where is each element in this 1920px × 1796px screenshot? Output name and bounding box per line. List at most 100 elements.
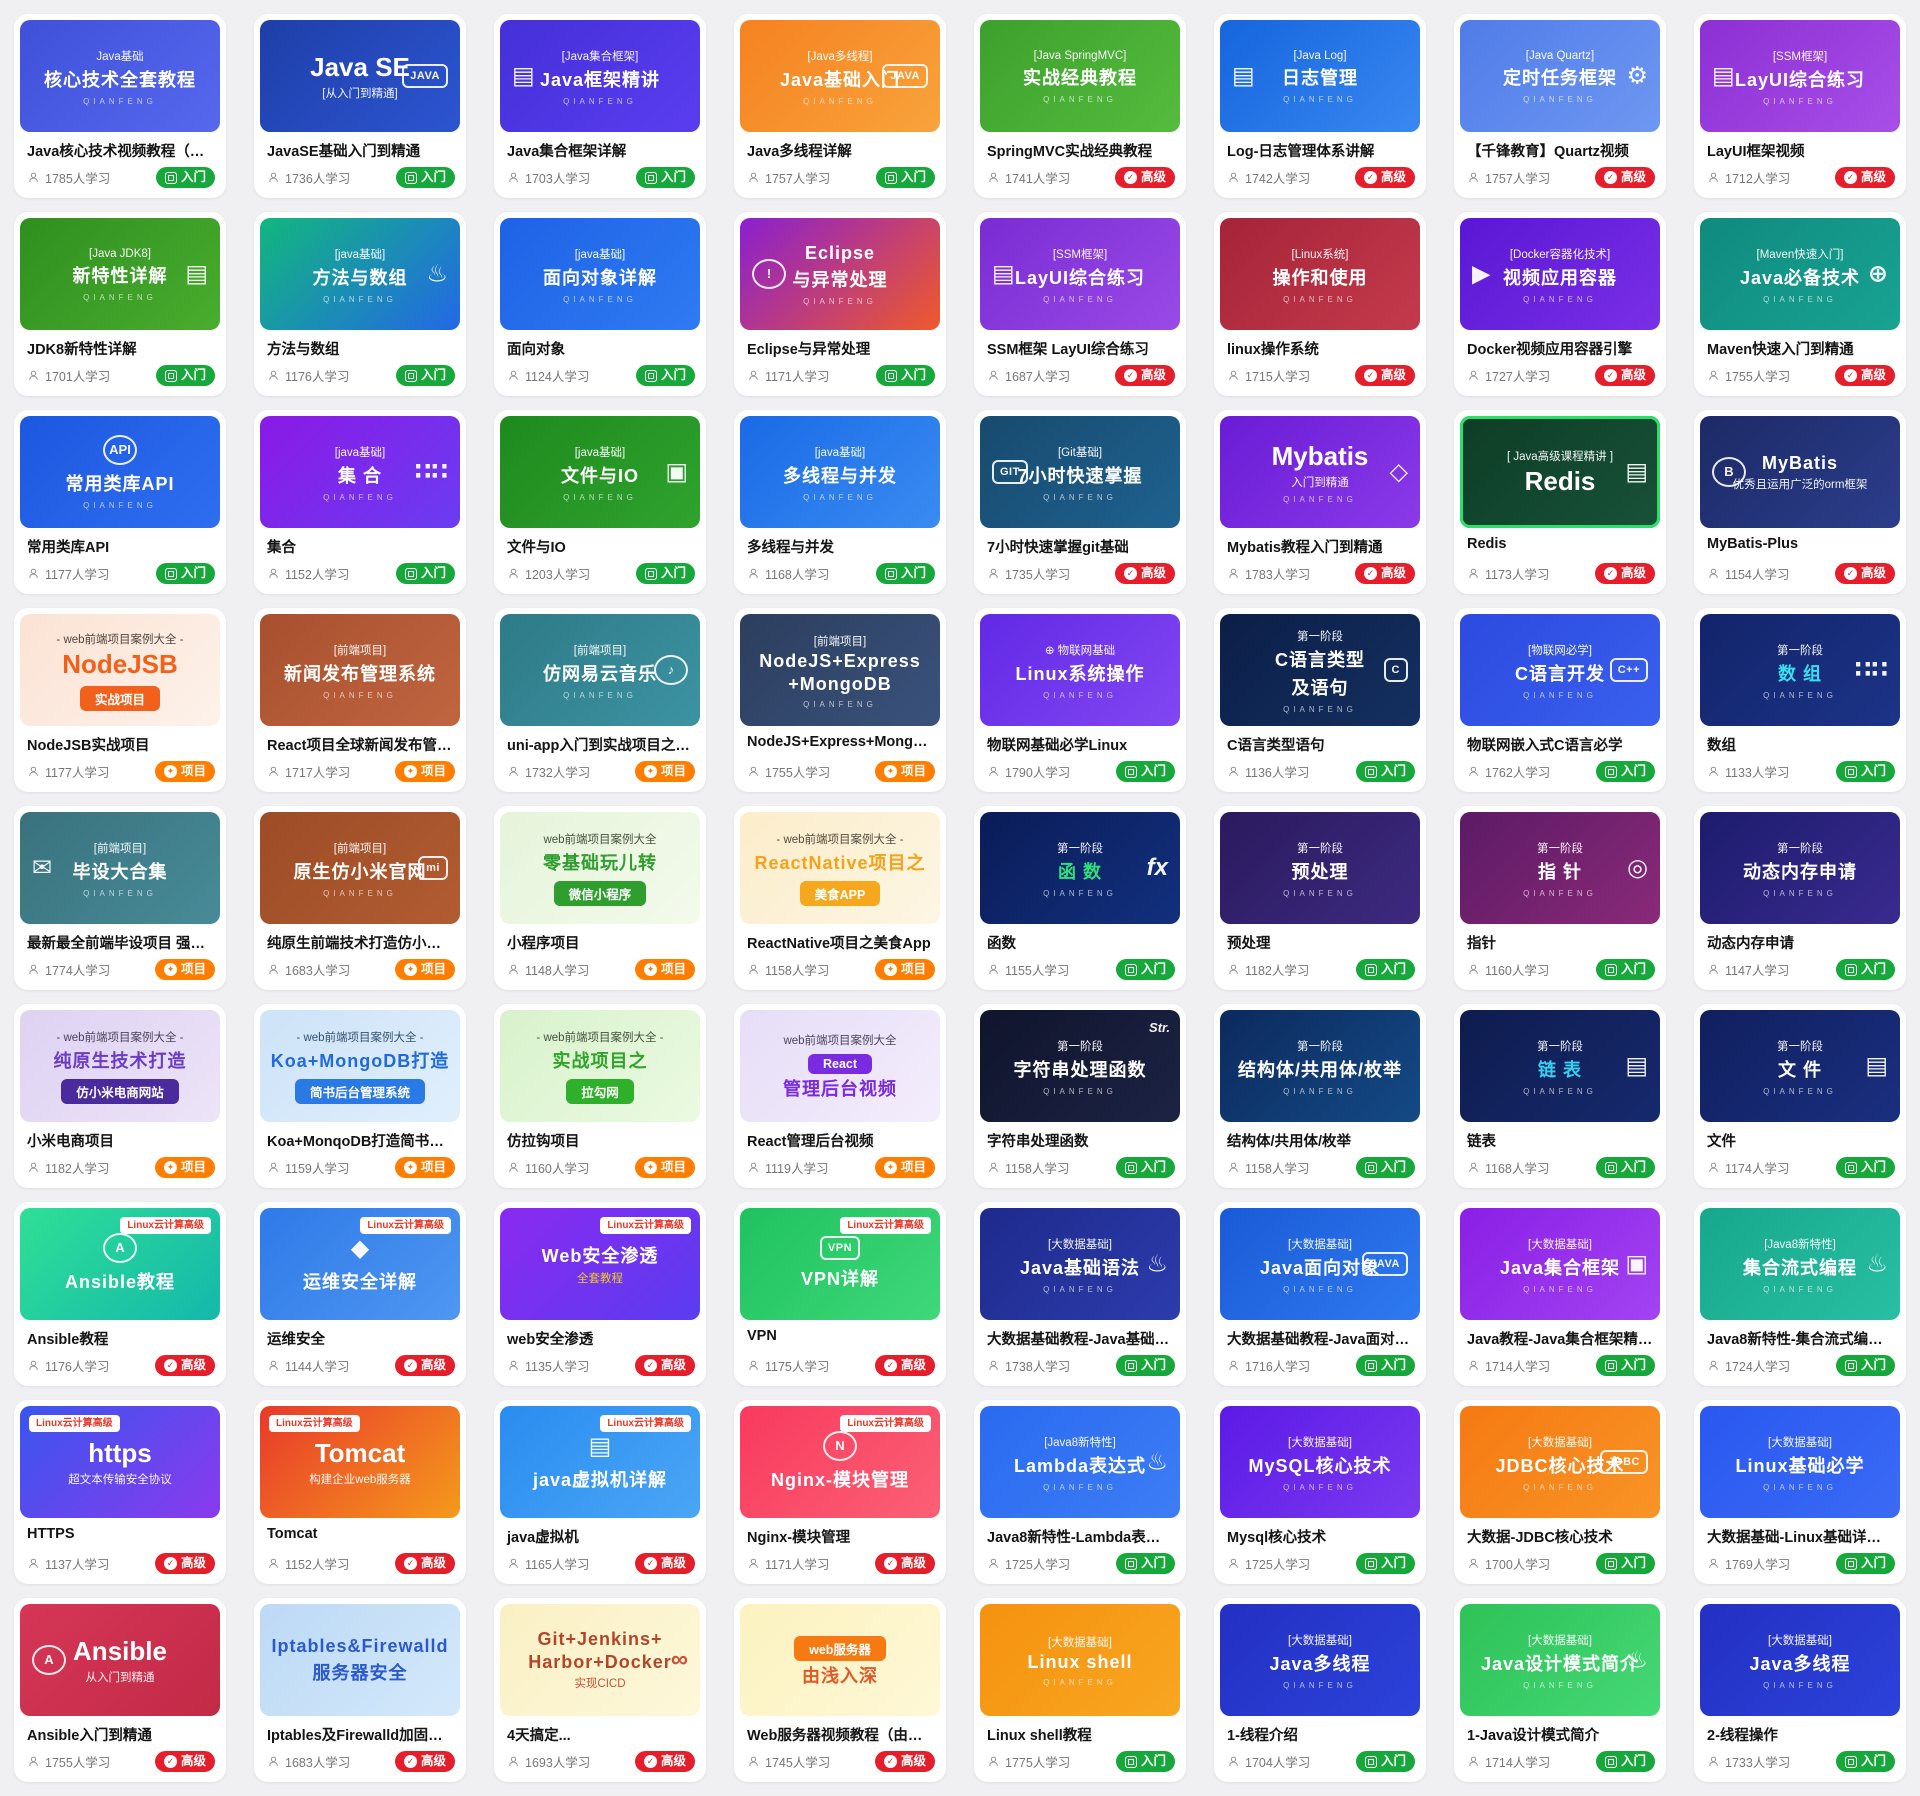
course-card[interactable]: [前端项目] NodeJS+Express +MongoDB QIANFENG Node…	[734, 608, 946, 792]
course-card[interactable]: [物联网必学] C语言开发 QIANFENG C++ 物联网嵌入式C语言必学 1762人学…	[1454, 608, 1666, 792]
course-card[interactable]: Mybatis 入门到精通 QIANFENG ◇ Mybatis教程入门到精通 1783人…	[1214, 410, 1426, 594]
course-card[interactable]: API 常用类库API QIANFENG 常用类库API 1177人学习 入门	[14, 410, 226, 594]
course-card[interactable]: [Git基础] 7小时快速掌握 QIANFENG GIT 7小时快速掌握git基础 173…	[974, 410, 1186, 594]
course-card[interactable]: [Java多线程] Java基础入门 QIANFENG JAVA Java多线程详解 17…	[734, 14, 946, 198]
course-card[interactable]: [Java8新特性] 集合流式编程 QIANFENG ♨ Java8新特性-集合流式编程…	[1694, 1202, 1906, 1386]
course-card[interactable]: [大数据基础] Linux shell QIANFENG Linux shell教程 1…	[974, 1598, 1186, 1782]
course-meta: 1745人学习 ✓ 高级	[734, 1747, 946, 1782]
course-card[interactable]: 第一阶段指 针 QIANFENG ◎ 指针 1160人学习 入门	[1454, 806, 1666, 990]
course-card[interactable]: Linux云计算高级 ▤ java虚拟机详解 java虚拟机 1165人学习 ✓ 高级	[494, 1400, 706, 1584]
course-card[interactable]: - web前端项目案例大全 - NodeJSB 实战项目 NodeJSB实战项目 117…	[14, 608, 226, 792]
course-card[interactable]: [SSM框架] LayUI综合练习 QIANFENG ▤ LayUI框架视频 1712人学…	[1694, 14, 1906, 198]
course-card[interactable]: 第一阶段文 件 QIANFENG ▤ 文件 1174人学习 入门	[1694, 1004, 1906, 1188]
course-card[interactable]: [java基础] 集 合 QIANFENG ∷∷ 集合 1152人学习 入门	[254, 410, 466, 594]
course-card[interactable]: Git+Jenkins+ Harbor+Docker 实现CICD ∞ 4天搞定... 1…	[494, 1598, 706, 1782]
course-card[interactable]: ⊕ 物联网基础 Linux系统操作 QIANFENG 物联网基础必学Linux 1790…	[974, 608, 1186, 792]
course-card[interactable]: - web前端项目案例大全 - 纯原生技术打造 仿小米电商网站 小米电商项目 1182人…	[14, 1004, 226, 1188]
course-card[interactable]: Linux云计算高级 https 超文本传输安全协议 HTTPS 1137人学习 ✓ 高级	[14, 1400, 226, 1584]
course-card[interactable]: [java基础] 面向对象详解 QIANFENG 面向对象 1124人学习 入门	[494, 212, 706, 396]
course-card[interactable]: [Java Log] 日志管理 QIANFENG ▤ Log-日志管理体系讲解 1742人…	[1214, 14, 1426, 198]
course-card[interactable]: Linux云计算高级 VPN VPN详解 VPN 1175人学习 ✓ 高级	[734, 1202, 946, 1386]
course-card[interactable]: 第一阶段 结构体/共用体/枚举 QIANFENG 结构体/共用体/枚举 1158人学习 入…	[1214, 1004, 1426, 1188]
course-title: NodeJSB实战项目	[27, 738, 150, 754]
course-card[interactable]: 第一阶段 C语言类型 及语句 QIANFENG C C语言类型语句 1136人学习 入门	[1214, 608, 1426, 792]
level-badge: ✓ 高级	[1114, 365, 1175, 386]
level-badge: ✦ 项目	[634, 761, 695, 782]
course-card[interactable]: [Java8新特性] Lambda表达式 QIANFENG ♨ Java8新特性-Lam…	[974, 1400, 1186, 1584]
check-circle-icon: ✓	[1363, 171, 1377, 184]
course-card[interactable]: Iptables&Firewalld 服务器安全 Iptables及Firewall…	[254, 1598, 466, 1782]
course-card[interactable]: [Linux系统] 操作和使用 QIANFENG linux操作系统 1715人学习 ✓ 高…	[1214, 212, 1426, 396]
person-icon	[507, 963, 520, 976]
course-card[interactable]: [Java JDK8] 新特性详解 QIANFENG ▤ JDK8新特性详解 1701人学…	[14, 212, 226, 396]
person-icon	[747, 369, 760, 382]
thumbnail-line: [java基础]	[814, 446, 866, 459]
course-card[interactable]: Linux云计算高级 Web安全渗透 全套教程 web安全渗透 1135人学习 ✓ 高级	[494, 1202, 706, 1386]
course-card[interactable]: [前端项目] 毕设大合集 QIANFENG ✉ 最新最全前端毕设项目 强烈建... 177…	[14, 806, 226, 990]
course-card[interactable]: [前端项目] 新闻发布管理系统 QIANFENG React项目全球新闻发布管理系统 1…	[254, 608, 466, 792]
thumbnail-line: 从入门到精通	[85, 1671, 155, 1684]
course-card[interactable]: [Java集合框架] Java框架精讲 QIANFENG ▤ Java集合框架详解 170…	[494, 14, 706, 198]
course-card[interactable]: Java SE [从入门到精通] JAVA JavaSE基础入门到精通 1736人学习 入…	[254, 14, 466, 198]
course-card[interactable]: Linux云计算高级 N Nginx-模块管理 Nginx-模块管理 1171人学习 ✓ 高…	[734, 1400, 946, 1584]
course-card[interactable]: MyBatis 优秀且运用广泛的orm框架 B MyBatis-Plus 1154人学习…	[1694, 410, 1906, 594]
course-card[interactable]: [大数据基础] Java多线程 QIANFENG 2-线程操作 1733人学习 入门	[1694, 1598, 1906, 1782]
course-card[interactable]: [java基础] 方法与数组 QIANFENG ♨ 方法与数组 1176人学习 入门	[254, 212, 466, 396]
course-card[interactable]: - web前端项目案例大全 - ReactNative项目之 美食APP ReactN…	[734, 806, 946, 990]
level-badge: 入门	[1595, 1553, 1655, 1574]
course-card[interactable]: [Maven快速入门] Java必备技术 QIANFENG ⊕ Maven快速入门到精通…	[1694, 212, 1906, 396]
course-card[interactable]: 第一阶段 动态内存申请 QIANFENG 动态内存申请 1147人学习 入门	[1694, 806, 1906, 990]
course-card[interactable]: [java基础] 文件与IO QIANFENG ▣ 文件与IO 1203人学习 入门	[494, 410, 706, 594]
thumbnail-line: 入门到精通	[1291, 477, 1349, 489]
level-badge-label: 入门	[1140, 962, 1166, 976]
course-card[interactable]: 第一阶段函 数 QIANFENG fx 函数 1155人学习 入门	[974, 806, 1186, 990]
course-card[interactable]: [前端项目] 仿网易云音乐 QIANFENG ♪ uni-app入门到实战项目之《仿..…	[494, 608, 706, 792]
course-card[interactable]: web服务器 由浅入深 Web服务器视频教程（由浅入... 1745人学习 ✓ 高级	[734, 1598, 946, 1782]
thumbnail-line: 视频应用容器	[1503, 267, 1617, 288]
course-card[interactable]: 第一阶段链 表 QIANFENG ▤ 链表 1168人学习 入门	[1454, 1004, 1666, 1188]
course-card[interactable]: [大数据基础] Java面向对象 QIANFENG JAVA 大数据基础教程-Java面…	[1214, 1202, 1426, 1386]
course-title: 1-Java设计模式简介	[1467, 1728, 1600, 1744]
course-card[interactable]: Eclipse 与异常处理 QIANFENG! Eclipse与异常处理 1171人学习…	[734, 212, 946, 396]
course-card[interactable]: - web前端项目案例大全 - Koa+MongoDB打造 简书后台管理系统 Koa+…	[254, 1004, 466, 1188]
course-card[interactable]: [大数据基础] Java集合框架 QIANFENG ▣ Java教程-Java集合框架精…	[1454, 1202, 1666, 1386]
book-icon	[1604, 765, 1617, 778]
course-card[interactable]: [Java SpringMVC] 实战经典教程 QIANFENG SpringMVC实…	[974, 14, 1186, 198]
course-card[interactable]: 第一阶段数 组 QIANFENG ∷∷ 数组 1133人学习 入门	[1694, 608, 1906, 792]
thumbnail-line: 管理后台视频	[783, 1078, 897, 1099]
level-badge-label: 入门	[1140, 1556, 1166, 1570]
course-title: 指针	[1467, 936, 1496, 952]
learner-count-text: 1144人学习	[285, 1360, 350, 1374]
learner-count-text: 1735人学习	[1005, 568, 1071, 582]
thumbnail-line: Git+Jenkins+	[537, 1629, 663, 1649]
course-card[interactable]: [ Java高级课程精讲 ] Redis ▤ Redis 1173人学习 ✓ 高级	[1454, 410, 1666, 594]
course-card[interactable]: [大数据基础] Java基础语法 QIANFENG ♨ 大数据基础教程-Java基础语法…	[974, 1202, 1186, 1386]
course-card[interactable]: Linux云计算高级 A Ansible教程 Ansible教程 1176人学习 ✓ 高级	[14, 1202, 226, 1386]
course-card[interactable]: Linux云计算高级 ◆ 运维安全详解 运维安全 1144人学习 ✓ 高级	[254, 1202, 466, 1386]
learner-count-text: 1725人学习	[1245, 1558, 1311, 1572]
course-card[interactable]: Java基础 核心技术全套教程 QIANFENG Java核心技术视频教程（全套） 17…	[14, 14, 226, 198]
course-card[interactable]: [Java Quartz] 定时任务框架 QIANFENG ⚙ 【千锋教育】Quartz…	[1454, 14, 1666, 198]
course-card[interactable]: [SSM框架] LayUI综合练习 QIANFENG ▤ SSM框架 LayUI综合练习…	[974, 212, 1186, 396]
course-card[interactable]: Linux云计算高级 Tomcat 构建企业web服务器 Tomcat 1152人学习 ✓…	[254, 1400, 466, 1584]
person-icon	[267, 171, 280, 184]
course-card[interactable]: 第一阶段 字符串处理函数 QIANFENG Str. 字符串处理函数 1158人学习 入门	[974, 1004, 1186, 1188]
course-card[interactable]: [Docker容器化技术] 视频应用容器 QIANFENG ▶ Docker视频应用容器…	[1454, 212, 1666, 396]
person-icon	[747, 1557, 760, 1570]
course-card[interactable]: [大数据基础] Linux基础必学 QIANFENG 大数据基础-Linux基础详解课…	[1694, 1400, 1906, 1584]
course-card[interactable]: [大数据基础] Java多线程 QIANFENG 1-线程介绍 1704人学习 入门	[1214, 1598, 1426, 1782]
course-card[interactable]: web前端项目案例大全 React 管理后台视频 React管理后台视频 1119人学习…	[734, 1004, 946, 1188]
course-card[interactable]: [前端项目] 原生仿小米官网 QIANFENG mi 纯原生前端技术打造仿小米电商...…	[254, 806, 466, 990]
course-card[interactable]: web前端项目案例大全 零基础玩儿转 微信小程序 小程序项目 1148人学习 ✦ 项目	[494, 806, 706, 990]
level-badge-label: 入门	[660, 566, 686, 580]
thumbnail-line: JDBC核心技术	[1495, 1455, 1625, 1476]
course-card[interactable]: [java基础] 多线程与并发 QIANFENG 多线程与并发 1168人学习 入门	[734, 410, 946, 594]
course-card[interactable]: [大数据基础] JDBC核心技术 QIANFENG JDBC 大数据-JDBC核心技术 1…	[1454, 1400, 1666, 1584]
level-badge: ✓ 高级	[874, 1751, 935, 1772]
course-card[interactable]: [大数据基础] Java设计模式简介 QIANFENG ♨ 1-Java设计模式简介 17…	[1454, 1598, 1666, 1782]
thumbnail-text: [大数据基础] Linux基础必学 QIANFENG	[1726, 1433, 1875, 1492]
course-card[interactable]: 第一阶段 预处理 QIANFENG 预处理 1182人学习 入门	[1214, 806, 1426, 990]
course-card[interactable]: [大数据基础] MySQL核心技术 QIANFENG Mysql核心技术 1725人学习…	[1214, 1400, 1426, 1584]
course-card[interactable]: Ansible 从入门到精通 A Ansible入门到精通 1755人学习 ✓ 高级	[14, 1598, 226, 1782]
course-card[interactable]: - web前端项目案例大全 - 实战项目之 拉勾网 仿拉钩项目 1160人学习 ✦ 项目	[494, 1004, 706, 1188]
